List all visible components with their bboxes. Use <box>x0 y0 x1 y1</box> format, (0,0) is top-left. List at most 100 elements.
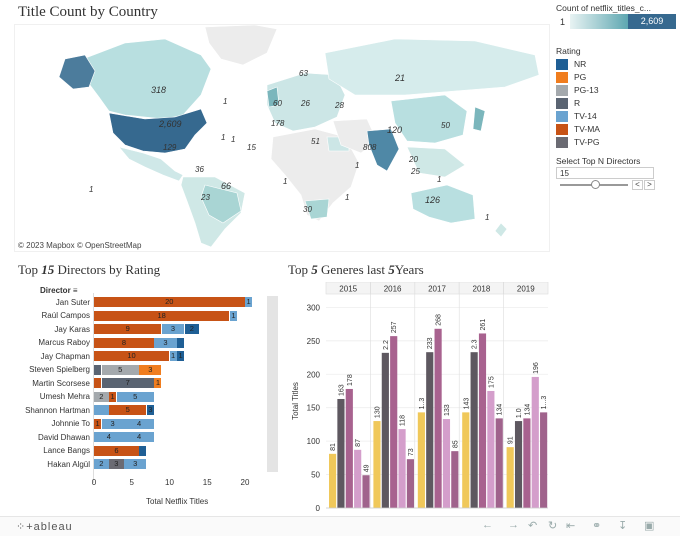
fullscreen-icon[interactable]: ▣ <box>644 520 655 532</box>
generes-title-n2: 5 <box>388 262 395 277</box>
pause-icon[interactable]: ⇤ <box>566 520 576 532</box>
revert-icon[interactable]: ↶ <box>528 520 538 532</box>
director-bar-segment[interactable]: 18 <box>94 310 230 321</box>
rating-legend-item[interactable]: PG <box>556 71 586 83</box>
rating-legend-item[interactable]: R <box>556 97 580 109</box>
director-bar-segment[interactable]: 1 <box>94 418 102 429</box>
generes-bar-label: 130 <box>374 406 381 418</box>
director-label: Johnnie To <box>51 419 90 428</box>
generes-y-tick-label: 300 <box>307 303 321 312</box>
director-bar-segment[interactable]: 1 <box>177 351 185 361</box>
map-region-usa <box>108 108 208 154</box>
generes-y-tick-label: 200 <box>307 370 321 379</box>
tableau-logo[interactable]: ⁘+ableau <box>16 521 73 533</box>
generes-bar-label: 233 <box>427 337 434 349</box>
generes-y-tick-label: 150 <box>307 404 321 413</box>
generes-bar-label: 1.0 <box>516 408 523 418</box>
director-bar-segment[interactable]: 1 <box>245 297 253 307</box>
director-bar-segment[interactable] <box>94 405 109 415</box>
director-bar-segment[interactable] <box>94 378 102 388</box>
world-map[interactable]: 318 2,609 21 120 129 66 126 30 63 60 26 … <box>14 24 550 252</box>
map-label-usa: 2,609 <box>159 119 182 129</box>
generes-bar <box>514 421 523 508</box>
director-bar-segment[interactable]: 6 <box>94 445 139 456</box>
director-label: David Dhawan <box>37 432 90 442</box>
director-bar-segment[interactable]: 3 <box>139 364 162 375</box>
director-bar-segment[interactable]: 2 <box>94 459 109 469</box>
rating-label: NR <box>574 59 587 69</box>
rating-legend-item[interactable]: NR <box>556 58 586 70</box>
generes-bar-label: 178 <box>347 374 354 386</box>
director-bar-segment[interactable]: 5 <box>101 364 139 375</box>
map-region-se-asia <box>406 146 466 178</box>
director-bar-segment[interactable] <box>177 337 185 348</box>
generes-year-label: 2017 <box>428 285 446 294</box>
director-bar-segment[interactable]: 1 <box>229 310 237 321</box>
director-bar-segment[interactable]: 20 <box>94 297 245 307</box>
directors-column-header[interactable]: Director ≡ <box>40 286 78 295</box>
rating-legend-item[interactable]: PG-13 <box>556 84 599 96</box>
director-bar-segment[interactable]: 10 <box>94 351 169 361</box>
rating-legend-item[interactable]: TV-14 <box>556 110 597 122</box>
rating-legend-item[interactable]: TV-MA <box>556 123 600 135</box>
director-bar-segment[interactable]: 5 <box>116 391 154 402</box>
generes-bar-label: 1...3 <box>541 396 548 410</box>
download-icon[interactable]: ↧ <box>618 520 628 532</box>
topn-next-button[interactable]: > <box>644 180 655 190</box>
director-bar-segment[interactable]: 3 <box>146 405 154 415</box>
redo-icon[interactable]: → <box>508 519 519 531</box>
map-label-madagascar: 1 <box>345 193 350 202</box>
director-label: Marcus Raboy <box>38 338 90 347</box>
director-bar-segment[interactable] <box>94 364 102 375</box>
director-bar-segment[interactable]: 7 <box>101 378 154 388</box>
map-label-spain: 178 <box>271 119 285 128</box>
generes-y-axis-title: Total Titles <box>291 382 300 420</box>
director-bar-segment[interactable]: 3 <box>109 459 124 469</box>
map-credit[interactable]: © 2023 Mapbox © OpenStreetMap <box>18 241 142 250</box>
director-bar-segment[interactable]: 1 <box>154 378 162 388</box>
topn-input[interactable]: 15 <box>556 167 654 179</box>
map-region-australia <box>410 184 476 224</box>
director-bar-segment[interactable]: 1 <box>169 351 177 361</box>
topn-prev-button[interactable]: < <box>632 180 643 190</box>
director-bar-segment[interactable]: 3 <box>101 418 124 429</box>
directors-title-suffix: Directors by Rating <box>54 262 161 277</box>
director-bar-segment[interactable]: 3 <box>161 324 185 334</box>
director-bar-segment[interactable]: 4 <box>124 418 154 429</box>
director-bar-segment[interactable]: 9 <box>94 324 162 334</box>
generes-bar-label: 85 <box>452 440 459 448</box>
director-bar-segment[interactable]: 1 <box>109 391 117 402</box>
directors-title-n: 15 <box>41 262 55 277</box>
rating-legend-item[interactable]: TV-PG <box>556 136 600 148</box>
director-bar-segment[interactable]: 3 <box>154 337 177 348</box>
director-bar-segment[interactable]: 4 <box>124 432 154 442</box>
sort-icon[interactable]: ≡ <box>72 286 78 295</box>
share-icon[interactable]: ⚭ <box>592 520 602 532</box>
director-bar-segment[interactable]: 2 <box>94 391 109 402</box>
director-bar-segment[interactable]: 3 <box>124 459 147 469</box>
director-bar-segment[interactable]: 5 <box>109 405 147 415</box>
map-label-vietnam: 20 <box>409 155 418 164</box>
map-label-bermuda: 1 <box>231 135 236 144</box>
rating-swatch <box>556 136 568 148</box>
rating-label: PG-13 <box>574 85 599 95</box>
directors-scrollbar[interactable] <box>267 296 278 472</box>
topn-slider-thumb[interactable] <box>591 180 600 189</box>
director-bar-segment[interactable]: 4 <box>94 432 124 442</box>
map-label-thailand: 25 <box>411 167 420 176</box>
rating-legend-title: Rating <box>556 46 581 56</box>
map-region-greenland <box>204 25 278 66</box>
generes-title-prefix: Top <box>288 262 312 277</box>
map-label-caribbean: 15 <box>247 143 256 152</box>
rating-label: TV-PG <box>574 137 600 147</box>
generes-bar-label: 49 <box>364 464 371 472</box>
director-bar-segment[interactable] <box>139 445 147 456</box>
director-bar-segment[interactable]: 8 <box>94 337 154 348</box>
director-label: Martin Scorsese <box>32 378 90 388</box>
refresh-icon[interactable]: ↻ <box>548 520 558 532</box>
director-bar-segment[interactable]: 2 <box>184 324 200 334</box>
generes-bar <box>373 421 381 508</box>
undo-icon[interactable]: ← <box>482 519 493 531</box>
generes-bar <box>478 333 487 508</box>
generes-y-tick-label: 0 <box>316 504 321 512</box>
